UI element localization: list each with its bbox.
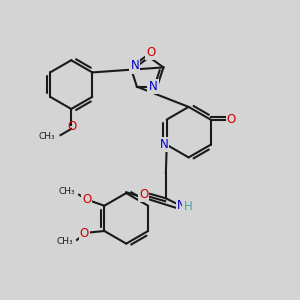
Text: N: N (159, 138, 168, 151)
Text: O: O (82, 193, 91, 206)
Text: O: O (80, 227, 89, 241)
Text: N: N (148, 80, 158, 93)
Text: O: O (139, 188, 148, 201)
Text: O: O (227, 113, 236, 126)
Text: CH₃: CH₃ (56, 238, 73, 247)
Text: H: H (184, 200, 192, 213)
Text: N: N (177, 199, 186, 212)
Text: O: O (146, 46, 155, 59)
Text: O: O (67, 120, 76, 133)
Text: CH₃: CH₃ (58, 187, 75, 196)
Text: N: N (130, 59, 139, 72)
Text: CH₃: CH₃ (39, 132, 56, 141)
